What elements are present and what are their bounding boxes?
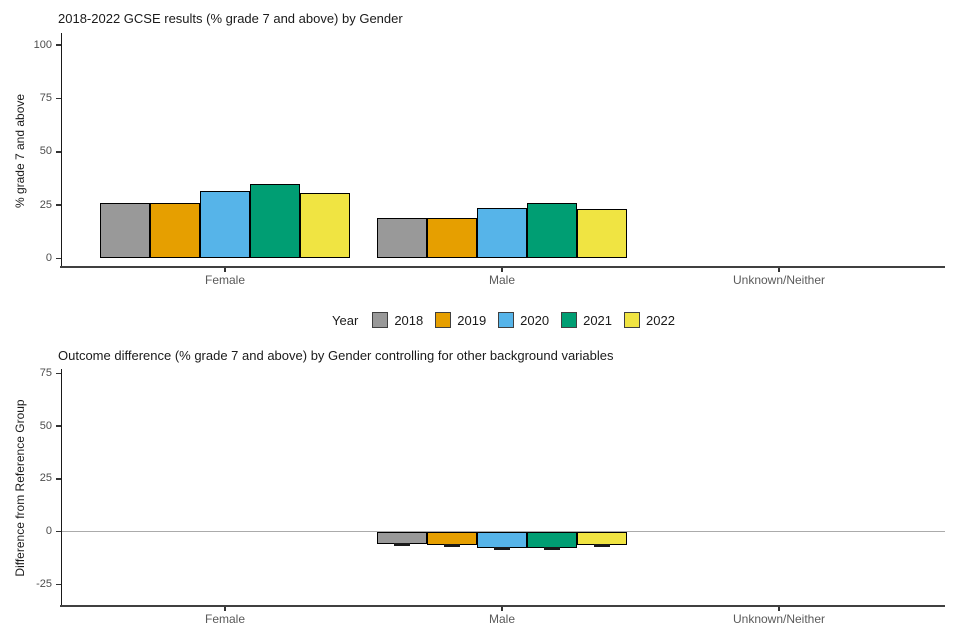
y-tick-label: 50 <box>39 145 52 158</box>
legend-key-swatch <box>624 312 641 328</box>
bar-2019-Male <box>427 217 477 259</box>
legend-entry-2019: 2019 <box>435 312 486 328</box>
legend-entry-label: 2018 <box>394 312 424 328</box>
x-tick-mark <box>778 607 780 611</box>
bar-2019-Female <box>150 202 200 259</box>
x-tick-label: Female <box>204 612 246 626</box>
legend-entry-2022: 2022 <box>624 312 675 328</box>
x-tick-mark <box>224 268 226 272</box>
error-bar-cap <box>544 547 560 551</box>
y-tick-label: 100 <box>33 38 52 51</box>
error-bar-cap <box>444 543 460 547</box>
y-tick-mark <box>56 583 61 585</box>
bar-2022-Female <box>300 193 350 259</box>
x-tick-label: Male <box>488 273 516 287</box>
y-tick-mark <box>56 97 61 100</box>
x-tick-label: Male <box>488 612 516 626</box>
legend-entry-label: 2019 <box>457 312 487 328</box>
y-tick-mark <box>56 478 61 480</box>
error-bar-cap <box>594 543 610 547</box>
x-tick-mark <box>224 607 226 611</box>
error-bar-cap <box>394 542 410 546</box>
x-tick-label: Unknown/Neither <box>732 273 826 287</box>
y-tick-mark <box>56 44 61 46</box>
y-tick-label: 0 <box>45 525 52 537</box>
y-tick-label: 75 <box>39 366 52 379</box>
x-tick-label: Female <box>204 273 246 287</box>
y-tick-mark <box>56 425 61 427</box>
x-tick-mark <box>501 607 503 611</box>
y-axis-line <box>60 369 62 607</box>
y-tick-mark <box>56 372 61 374</box>
y-tick-label: 25 <box>39 472 52 485</box>
y-tick-label: 50 <box>39 419 52 432</box>
x-tick-mark <box>501 268 503 272</box>
legend-entry-label: 2021 <box>583 312 613 328</box>
y-tick-mark <box>56 204 61 206</box>
x-axis-line <box>60 266 945 268</box>
legend-key-swatch <box>561 312 578 328</box>
year-legend: Year 2018 2019 2020 2021 2022 <box>62 310 945 330</box>
legend-title: Year <box>332 312 359 328</box>
legend-entry-2021: 2021 <box>561 312 612 328</box>
bar-2022-Male <box>577 209 627 259</box>
bar-2020-Male <box>477 207 527 259</box>
x-tick-mark <box>778 268 780 272</box>
bar-2021-Male <box>527 531 577 549</box>
y-tick-label: 0 <box>45 252 52 264</box>
y-axis-line <box>60 33 62 268</box>
x-axis-line <box>60 605 945 607</box>
bar-2022-Male <box>577 531 627 545</box>
legend-key-swatch <box>372 312 389 328</box>
legend-key-swatch <box>498 312 515 328</box>
error-bar-cap <box>494 546 510 550</box>
bar-2018-Male <box>377 217 427 259</box>
legend-entry-label: 2022 <box>646 312 675 328</box>
y-tick-label: 25 <box>39 198 52 211</box>
bar-2021-Female <box>250 184 300 259</box>
y-tick-mark <box>56 530 61 533</box>
legend-entry-label: 2020 <box>520 312 550 328</box>
legend-entry-2018: 2018 <box>372 312 423 328</box>
y-tick-label: 75 <box>39 91 52 104</box>
x-tick-label: Unknown/Neither <box>732 612 826 626</box>
y-tick-mark <box>56 151 61 153</box>
bar-2021-Male <box>527 203 577 259</box>
bar-2020-Male <box>477 531 527 548</box>
legend-key-swatch <box>435 312 452 328</box>
bar-2018-Female <box>100 203 150 259</box>
y-tick-mark <box>56 257 61 260</box>
bottom-chart-title: Outcome difference (% grade 7 and above)… <box>58 348 614 363</box>
y-tick-label: -25 <box>36 577 52 590</box>
legend-entry-2020: 2020 <box>498 312 549 328</box>
bar-2020-Female <box>200 190 250 259</box>
top-chart-title: 2018-2022 GCSE results (% grade 7 and ab… <box>58 11 403 26</box>
bar-2019-Male <box>427 531 477 545</box>
